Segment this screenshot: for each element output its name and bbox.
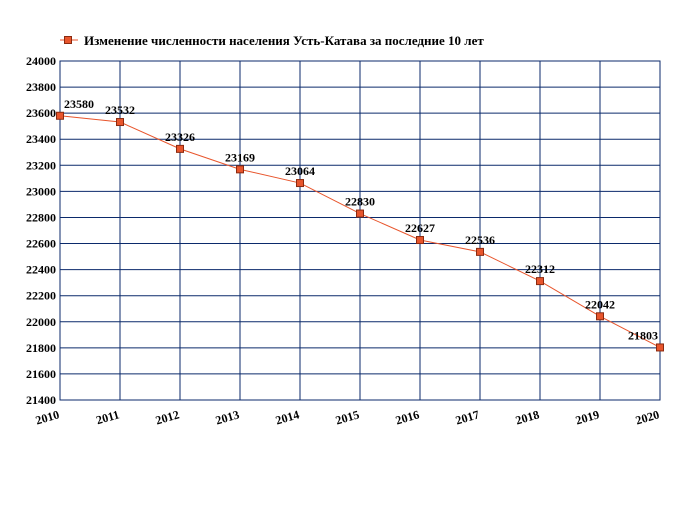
data-label: 22627 (405, 221, 435, 235)
x-tick-label: 2011 (95, 407, 121, 427)
y-tick-label: 22200 (26, 289, 56, 303)
y-tick-label: 21600 (26, 367, 56, 381)
data-point (536, 277, 544, 286)
data-label: 23326 (165, 130, 195, 144)
data-label: 23064 (285, 164, 315, 178)
x-tick-label: 2017 (454, 407, 481, 427)
data-label: 23169 (225, 150, 255, 164)
y-tick-label: 23200 (26, 158, 56, 172)
y-tick-label: 24000 (26, 54, 56, 68)
data-point (116, 118, 124, 127)
data-point (296, 179, 304, 188)
data-label: 22042 (585, 297, 615, 311)
x-tick-label: 2020 (634, 407, 661, 427)
x-tick-label: 2013 (214, 407, 241, 427)
x-tick-label: 2012 (154, 407, 181, 427)
data-point (476, 247, 484, 256)
data-point (236, 165, 244, 174)
y-tick-label: 21400 (26, 393, 56, 407)
legend-label: Изменение численности населения Усть-Кат… (84, 33, 484, 48)
data-labels: 23580 23532 23326 23169 23064 22830 22627 22536… (64, 97, 658, 343)
legend: Изменение численности населения Усть-Кат… (60, 33, 484, 48)
y-tick-label: 23000 (26, 184, 56, 198)
data-label: 21803 (628, 328, 658, 342)
data-point (56, 111, 64, 120)
data-label: 23532 (105, 103, 135, 117)
legend-marker (64, 36, 72, 44)
data-point (356, 209, 364, 218)
data-label: 23580 (64, 97, 94, 111)
data-point (416, 236, 424, 245)
data-point (656, 343, 664, 352)
data-label: 22312 (525, 262, 555, 276)
data-point (176, 144, 184, 153)
data-point (596, 312, 604, 321)
data-label: 22830 (345, 195, 375, 209)
grid (59, 60, 661, 401)
y-tick-label: 23800 (26, 80, 56, 94)
data-label: 22536 (465, 233, 495, 247)
x-tick-label: 2019 (574, 407, 601, 427)
y-tick-label: 22800 (26, 210, 56, 224)
y-tick-label: 21800 (26, 341, 56, 355)
x-tick-label: 2015 (334, 407, 361, 427)
y-tick-label: 22400 (26, 263, 56, 277)
y-tick-label: 23600 (26, 106, 56, 120)
x-tick-label: 2014 (274, 407, 301, 427)
x-tick-label: 2010 (34, 407, 61, 427)
data-points (56, 111, 664, 352)
x-tick-label: 2016 (394, 407, 421, 427)
axis-labels: 24000 23800 23600 23400 23200 23000 22800 22600… (26, 54, 661, 427)
x-tick-label: 2018 (514, 407, 541, 427)
y-tick-label: 23400 (26, 132, 56, 146)
y-tick-label: 22600 (26, 237, 56, 251)
y-tick-label: 22000 (26, 315, 56, 329)
